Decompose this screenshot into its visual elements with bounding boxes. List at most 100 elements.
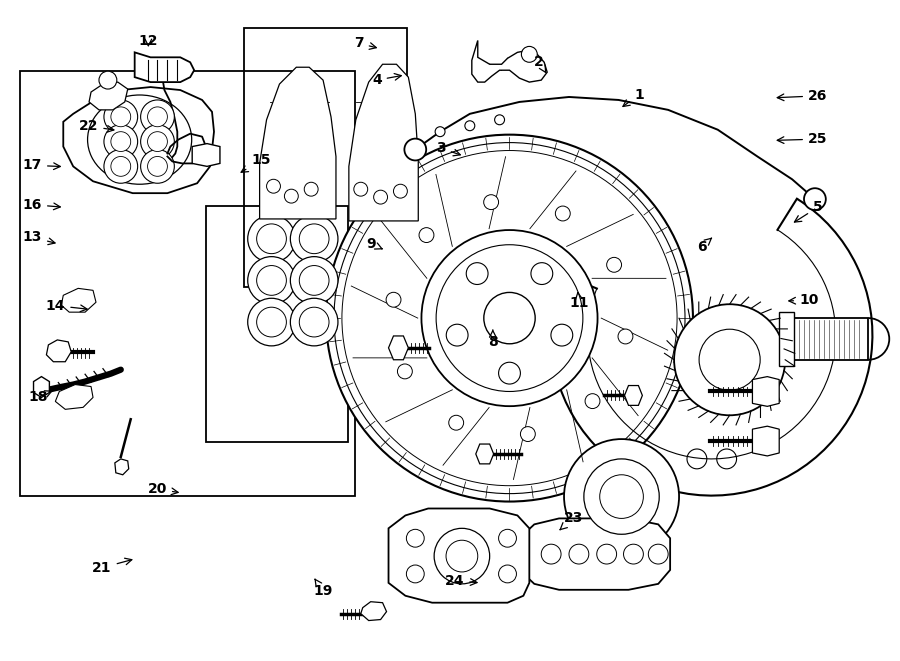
Circle shape — [483, 195, 499, 210]
Text: 6: 6 — [697, 238, 712, 254]
Circle shape — [407, 529, 424, 547]
Circle shape — [434, 528, 490, 584]
Circle shape — [300, 266, 329, 295]
Text: 18: 18 — [28, 391, 53, 405]
Circle shape — [140, 149, 175, 183]
Circle shape — [716, 449, 736, 469]
Circle shape — [564, 439, 680, 554]
Circle shape — [687, 449, 707, 469]
Circle shape — [291, 256, 338, 304]
Text: 21: 21 — [92, 558, 131, 575]
Text: 25: 25 — [778, 132, 827, 146]
Circle shape — [398, 364, 412, 379]
Text: 3: 3 — [436, 141, 460, 156]
Text: 13: 13 — [22, 231, 55, 245]
Circle shape — [386, 292, 401, 307]
Circle shape — [618, 329, 633, 344]
Circle shape — [104, 149, 138, 183]
Circle shape — [421, 230, 598, 406]
Polygon shape — [752, 426, 779, 456]
Polygon shape — [61, 288, 96, 312]
Circle shape — [111, 107, 130, 127]
Circle shape — [111, 157, 130, 176]
Circle shape — [674, 304, 785, 415]
Text: 17: 17 — [22, 159, 60, 173]
Circle shape — [449, 415, 464, 430]
Circle shape — [326, 135, 693, 502]
Circle shape — [111, 132, 130, 151]
Polygon shape — [752, 377, 779, 407]
Polygon shape — [47, 340, 71, 362]
Polygon shape — [472, 40, 547, 82]
Circle shape — [148, 107, 167, 127]
Polygon shape — [389, 508, 529, 603]
Text: 23: 23 — [560, 511, 583, 530]
Circle shape — [291, 298, 338, 346]
Polygon shape — [389, 336, 409, 360]
Circle shape — [248, 215, 295, 262]
Circle shape — [446, 540, 478, 572]
Polygon shape — [115, 459, 129, 475]
Text: 26: 26 — [778, 89, 827, 103]
Polygon shape — [135, 52, 194, 82]
Circle shape — [555, 206, 571, 221]
Text: 4: 4 — [372, 73, 401, 87]
Circle shape — [148, 132, 167, 151]
Circle shape — [99, 71, 117, 89]
Bar — [779, 312, 794, 366]
Circle shape — [284, 189, 298, 203]
Circle shape — [699, 329, 760, 390]
Polygon shape — [33, 377, 50, 397]
Text: 10: 10 — [788, 293, 818, 307]
Circle shape — [585, 394, 600, 408]
Polygon shape — [625, 385, 643, 405]
Circle shape — [140, 100, 175, 134]
Polygon shape — [89, 82, 128, 110]
Bar — [20, 71, 355, 496]
Circle shape — [104, 125, 138, 159]
Polygon shape — [349, 64, 418, 221]
Polygon shape — [55, 385, 93, 409]
Circle shape — [419, 227, 434, 243]
Circle shape — [104, 100, 138, 134]
Text: 15: 15 — [241, 153, 271, 173]
Circle shape — [291, 215, 338, 262]
Circle shape — [541, 544, 561, 564]
Circle shape — [374, 190, 388, 204]
Text: 19: 19 — [313, 579, 333, 598]
Text: 24: 24 — [445, 574, 477, 588]
Bar — [789, 318, 868, 360]
Circle shape — [624, 544, 644, 564]
Text: 8: 8 — [488, 330, 498, 349]
Bar — [244, 28, 408, 288]
Circle shape — [300, 307, 329, 337]
Text: 20: 20 — [148, 482, 178, 496]
Text: 2: 2 — [535, 55, 545, 73]
Circle shape — [300, 224, 329, 254]
Polygon shape — [361, 602, 386, 621]
Circle shape — [531, 262, 553, 284]
Circle shape — [404, 139, 427, 161]
Circle shape — [584, 459, 659, 534]
Circle shape — [520, 426, 536, 442]
Circle shape — [521, 46, 537, 62]
Text: 12: 12 — [139, 34, 158, 48]
Circle shape — [495, 115, 505, 125]
Circle shape — [551, 324, 572, 346]
Circle shape — [465, 121, 475, 131]
Circle shape — [569, 544, 589, 564]
Circle shape — [499, 362, 520, 384]
Polygon shape — [519, 518, 670, 590]
Circle shape — [354, 182, 368, 196]
Polygon shape — [193, 143, 220, 167]
Circle shape — [148, 157, 167, 176]
Text: 11: 11 — [570, 292, 590, 310]
Polygon shape — [63, 87, 214, 193]
Text: 9: 9 — [366, 237, 382, 251]
Circle shape — [407, 565, 424, 583]
Circle shape — [597, 544, 617, 564]
Circle shape — [599, 475, 643, 518]
Circle shape — [499, 565, 517, 583]
Circle shape — [446, 324, 468, 346]
Text: 7: 7 — [355, 36, 376, 50]
